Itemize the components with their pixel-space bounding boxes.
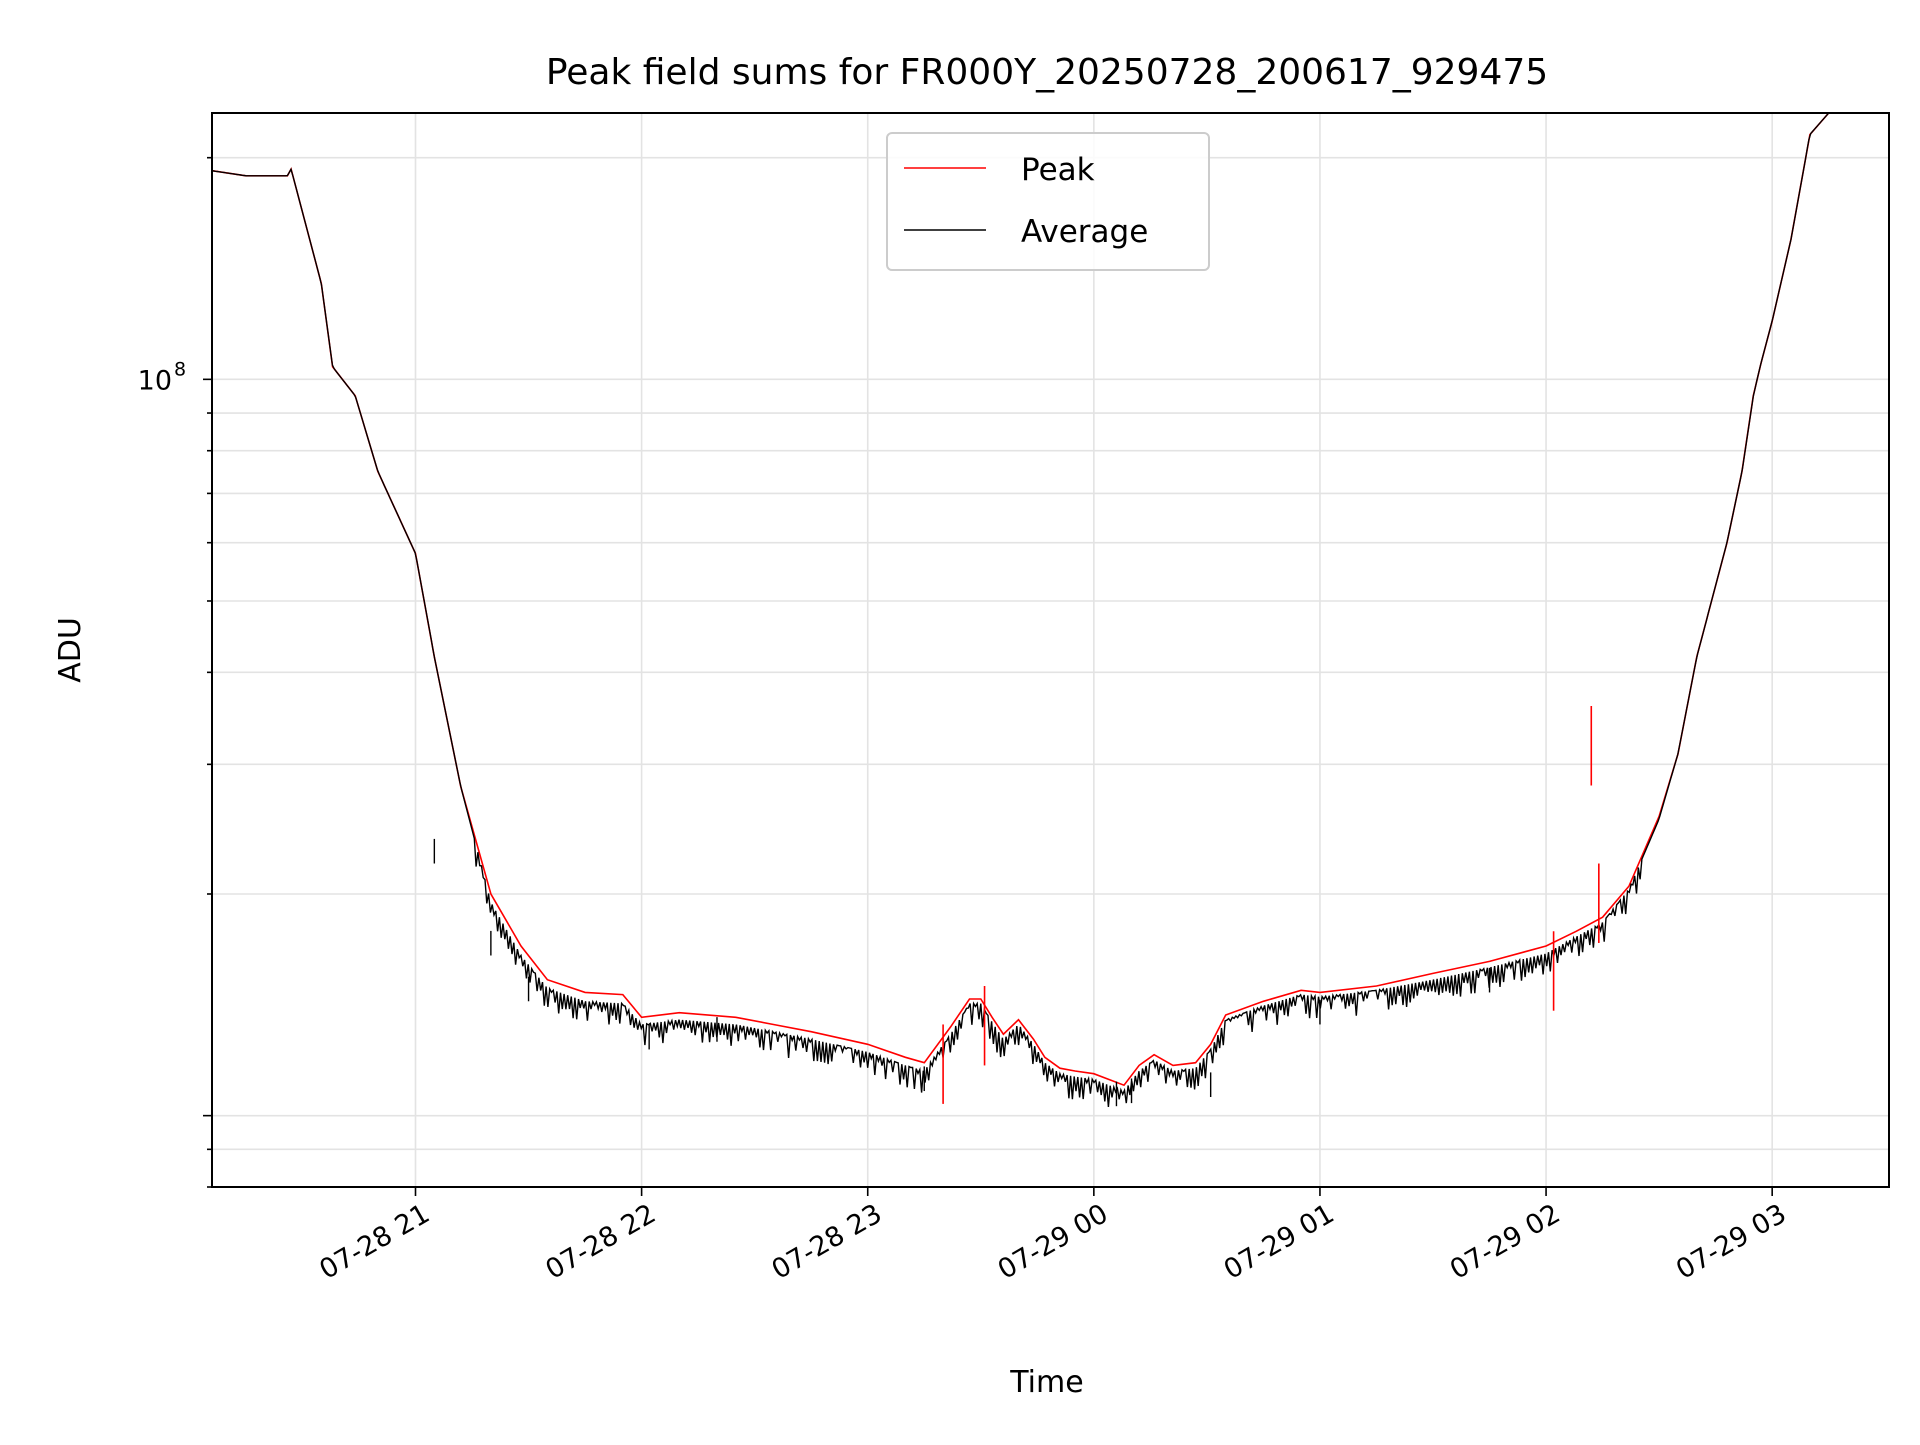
plot-area xyxy=(212,113,1830,1107)
x-tick-label: 07-29 03 xyxy=(1671,1198,1792,1286)
grid-layer xyxy=(212,113,1889,1188)
ticks-layer: 07-28 21 07-28 22 07-28 23 07-29 00 07-29 01… xyxy=(138,156,1792,1286)
x-tick-label: 07-29 00 xyxy=(993,1198,1114,1286)
y-tick-label: 10 xyxy=(138,365,172,396)
x-axis-title: Time xyxy=(1009,1365,1083,1400)
x-tick-label: 07-29 02 xyxy=(1445,1198,1566,1286)
legend-average-label: Average xyxy=(1021,214,1148,250)
x-tick-label: 07-28 23 xyxy=(767,1198,888,1286)
legend-peak-label: Peak xyxy=(1021,152,1095,188)
x-tick-label: 07-28 21 xyxy=(314,1198,435,1286)
y-tick-label-exponent: 8 xyxy=(174,358,186,380)
x-tick-label: 07-28 22 xyxy=(540,1198,661,1286)
x-tick-label: 07-29 01 xyxy=(1219,1198,1340,1286)
chart-title: Peak field sums for FR000Y_20250728_2006… xyxy=(546,52,1548,93)
series-line-average xyxy=(212,113,1830,1107)
y-axis-title: ADU xyxy=(53,617,88,683)
plot-frame xyxy=(211,112,1890,1188)
legend: Peak Average xyxy=(886,132,1210,271)
